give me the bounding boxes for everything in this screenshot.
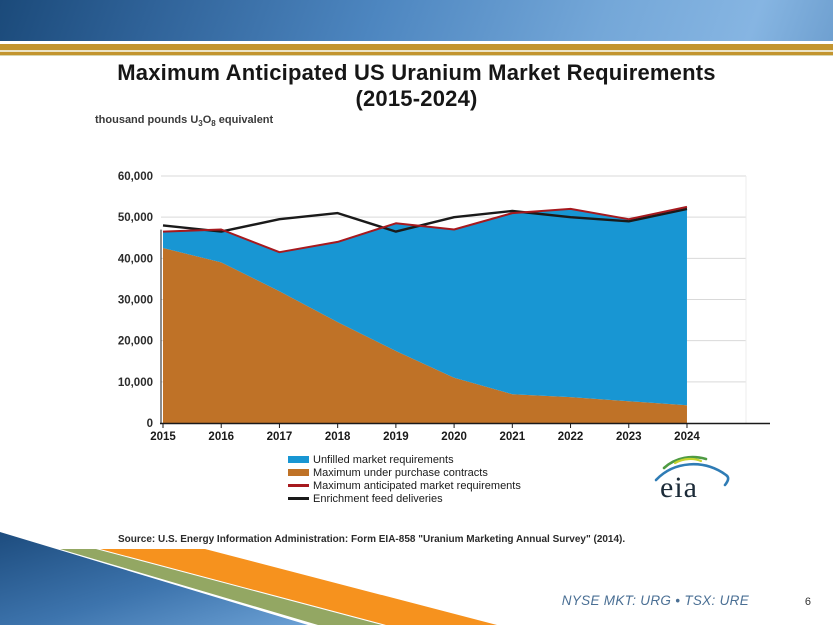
unit-label-post: equivalent (215, 114, 274, 126)
svg-text:20,000: 20,000 (118, 336, 153, 348)
legend-item: Maximum anticipated market requirements (288, 479, 521, 492)
deco-orange-stripe (100, 549, 497, 625)
chart-unit-label: thousand pounds U3O8 equivalent (95, 114, 273, 128)
top-banner (0, 0, 833, 41)
svg-text:30,000: 30,000 (118, 295, 153, 307)
legend-item: Unfilled market requirements (288, 453, 521, 466)
svg-text:2017: 2017 (267, 431, 293, 443)
eia-logo: eia (654, 455, 730, 504)
svg-text:2016: 2016 (208, 431, 234, 443)
deco-green-stripe (60, 549, 382, 625)
legend-swatch (288, 456, 309, 463)
source-text: Source: U.S. Energy Information Administ… (118, 534, 626, 545)
svg-text:2018: 2018 (325, 431, 351, 443)
unit-label-pre: thousand pounds U (95, 114, 199, 126)
svg-text:2021: 2021 (500, 431, 526, 443)
svg-text:2023: 2023 (616, 431, 642, 443)
chart-legend: Unfilled market requirements Maximum unde… (288, 453, 521, 505)
logo-green-swoosh (662, 455, 708, 470)
svg-text:10,000: 10,000 (118, 377, 153, 389)
legend-label: Maximum anticipated market requirements (313, 479, 521, 492)
svg-text:2020: 2020 (441, 431, 467, 443)
gold-stripe (0, 44, 833, 50)
logo-blue-swoosh (654, 463, 730, 487)
legend-swatch (288, 484, 309, 487)
unit-label-sub3: 3 (198, 119, 203, 129)
gold-stripe-thin (0, 52, 833, 55)
chart-canvas: 0 10,000 20,000 30,000 40,000 50,000 60,000 201… (118, 171, 770, 443)
deco-blue-triangle (0, 532, 308, 625)
legend-item: Maximum under purchase contracts (288, 466, 521, 479)
legend-label: Unfilled market requirements (313, 453, 454, 466)
slide-title: Maximum Anticipated US Uranium Market Re… (40, 60, 793, 112)
svg-text:2015: 2015 (150, 431, 176, 443)
logo-text: eia (660, 471, 698, 504)
legend-label: Maximum under purchase contracts (313, 466, 488, 479)
svg-text:50,000: 50,000 (118, 212, 153, 224)
legend-swatch (288, 497, 309, 500)
gold-stripe-shadow (0, 55, 833, 56)
svg-text:2019: 2019 (383, 431, 409, 443)
title-line-1: Maximum Anticipated US Uranium Market Re… (117, 60, 716, 85)
page-number: 6 (804, 596, 811, 608)
svg-text:2024: 2024 (674, 431, 700, 443)
unit-label-o: O (202, 114, 212, 126)
legend-swatch (288, 469, 309, 476)
svg-text:40,000: 40,000 (118, 253, 153, 265)
svg-text:0: 0 (147, 418, 153, 430)
gold-stripe-separator (0, 50, 833, 52)
title-line-2: (2015-2024) (355, 85, 478, 111)
svg-text:60,000: 60,000 (118, 171, 153, 183)
svg-text:2022: 2022 (558, 431, 584, 443)
legend-label: Enrichment feed deliveries (313, 492, 443, 505)
footer-decoration (0, 532, 497, 625)
ticker-label: NYSE MKT: URG • TSX: URE (561, 593, 749, 608)
logo-yellow-swoosh (673, 457, 703, 465)
legend-item: Enrichment feed deliveries (288, 492, 521, 505)
unit-label-sub8: 8 (211, 119, 216, 129)
